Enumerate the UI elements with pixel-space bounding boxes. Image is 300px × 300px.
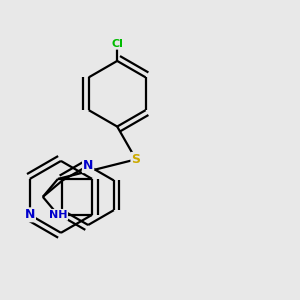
Text: Cl: Cl <box>111 39 123 49</box>
Text: NH: NH <box>49 210 67 220</box>
Text: S: S <box>131 153 140 166</box>
Text: N: N <box>25 208 35 221</box>
Text: N: N <box>83 159 93 172</box>
